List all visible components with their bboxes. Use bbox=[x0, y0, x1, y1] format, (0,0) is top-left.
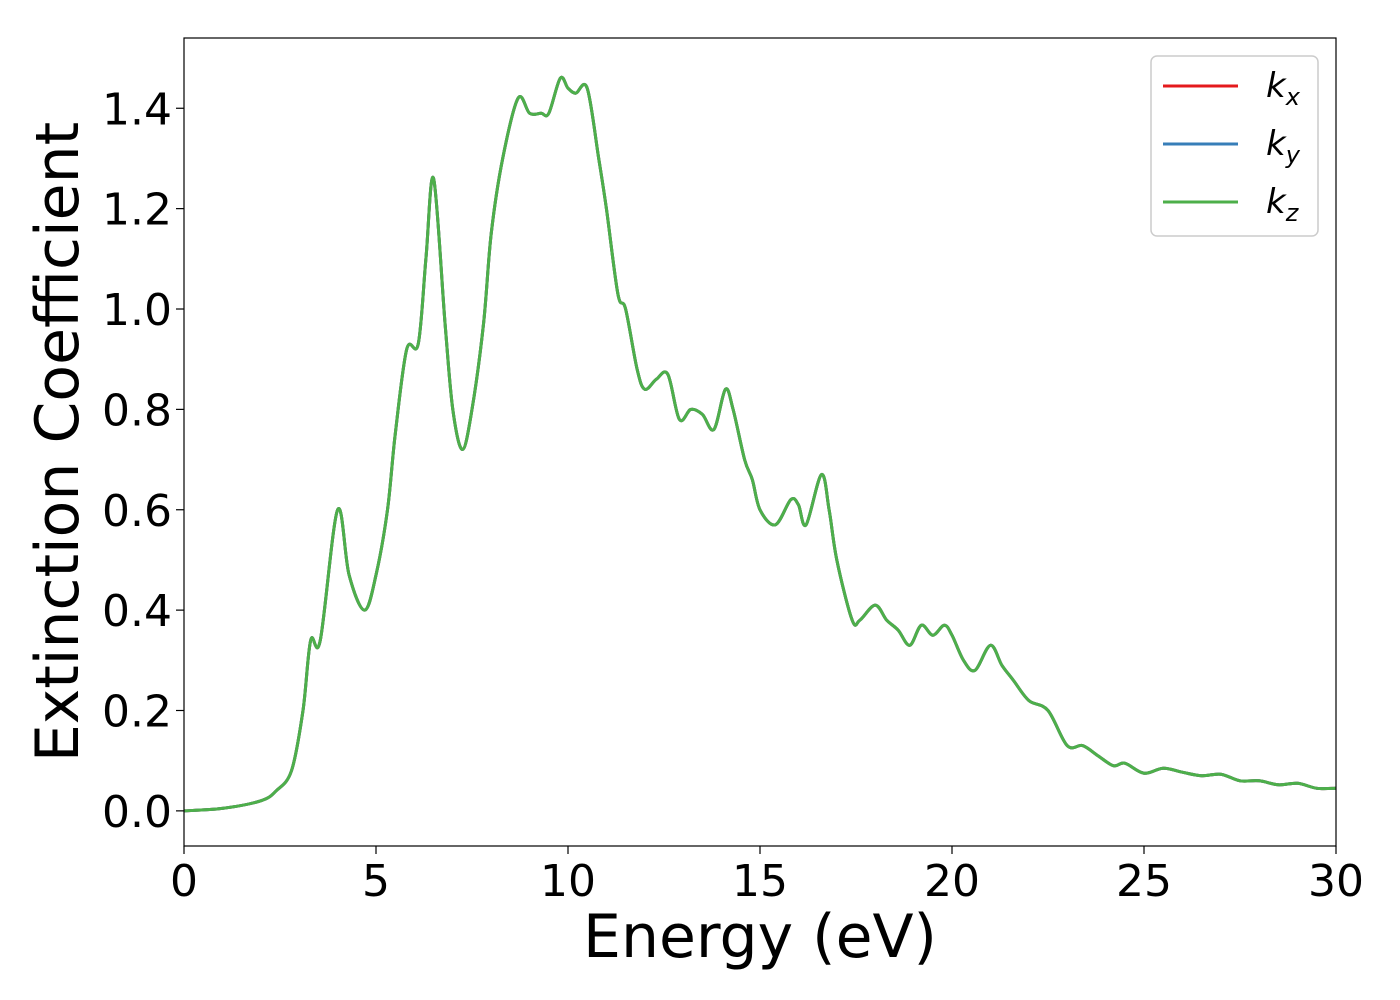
y-tick-label: 1.2 bbox=[102, 185, 172, 236]
plot-lines bbox=[183, 75, 1337, 813]
x-tick-label: 10 bbox=[540, 856, 596, 907]
x-tick-label: 20 bbox=[924, 856, 980, 907]
y-axis-title: Extinction Coefficient bbox=[23, 122, 93, 762]
x-tick-label: 30 bbox=[1308, 856, 1364, 907]
y-tick-label: 0.2 bbox=[102, 686, 172, 737]
legend-label-kz: kz bbox=[1266, 182, 1300, 227]
y-tick-label: 0.4 bbox=[102, 586, 172, 637]
legend: kx ky kz bbox=[1150, 55, 1319, 237]
x-tick-label: 0 bbox=[170, 856, 198, 907]
y-tick-label: 1.4 bbox=[102, 84, 172, 135]
y-tick-label: 1.0 bbox=[102, 285, 172, 336]
legend-label-ky: ky bbox=[1266, 124, 1301, 169]
legend-label-kx: kx bbox=[1266, 66, 1301, 111]
y-tick-label: 0.0 bbox=[102, 787, 172, 838]
legend-box bbox=[1150, 55, 1319, 237]
x-axis: 0 5 10 15 20 25 30 bbox=[170, 846, 1364, 907]
y-tick-label: 0.8 bbox=[102, 385, 172, 436]
x-tick-label: 25 bbox=[1116, 856, 1172, 907]
x-tick-label: 5 bbox=[362, 856, 390, 907]
x-tick-label: 15 bbox=[732, 856, 788, 907]
y-axis: 0.0 0.2 0.4 0.6 0.8 1.0 1.2 1.4 bbox=[102, 84, 184, 838]
y-tick-label: 0.6 bbox=[102, 486, 172, 537]
x-axis-title: Energy (eV) bbox=[583, 902, 937, 972]
series-line-kz bbox=[183, 75, 1337, 813]
